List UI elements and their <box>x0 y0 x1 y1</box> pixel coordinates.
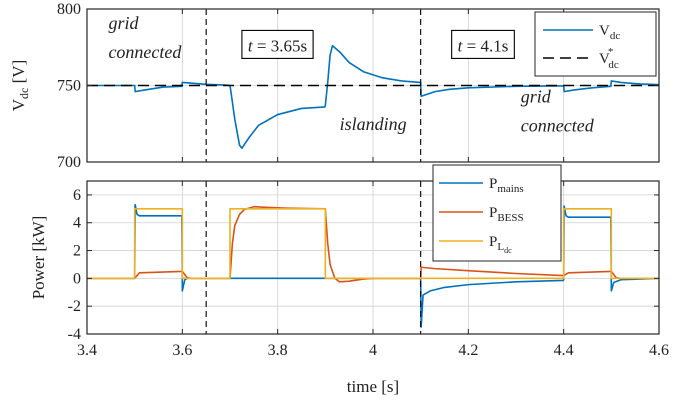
x-tick-label: 4.4 <box>554 342 574 359</box>
voltage-y-label-text: Vdc [V] <box>9 60 31 111</box>
x-tick-label: 4.6 <box>649 342 669 359</box>
voltage-series <box>87 44 659 150</box>
x-tick-label: 3.6 <box>172 342 192 359</box>
legend-label-pload: PLdc <box>489 234 512 255</box>
y-tick-label: 0 <box>73 270 81 287</box>
power-legend-box <box>432 164 562 262</box>
y-tick-label: 4 <box>73 215 81 232</box>
y-tick-label: -2 <box>68 298 81 315</box>
annotation-text: islanding <box>340 114 407 134</box>
event-time-box: t = 3.65s <box>241 29 314 59</box>
x-tick-label: 3.4 <box>77 342 97 359</box>
x-tick-label: 4 <box>369 342 377 359</box>
power-series <box>87 203 659 328</box>
power-grid <box>87 181 659 334</box>
annotation-text: grid <box>521 86 552 106</box>
power-y-axis-label: Power [kW] <box>29 216 48 300</box>
y-tick-label: 2 <box>73 243 81 260</box>
legend-label-pbess: PBESS <box>489 205 524 224</box>
legend-label-vref: V* dc <box>599 46 619 71</box>
voltage-panel: 700 750 800 Vdc [V] grid connected islanding… <box>9 1 660 171</box>
annotation-text: connected <box>521 115 595 135</box>
power-legend: Pmains PBESS PLdc <box>432 164 562 262</box>
voltage-y-axis-label: Vdc [V] <box>9 60 31 111</box>
legend-label-pmains: Pmains <box>489 176 524 195</box>
x-tick-label: 4.2 <box>458 342 478 359</box>
power-event-lines <box>205 181 422 334</box>
y-tick-label: 6 <box>73 187 81 204</box>
legend-label-vdc: Vdc <box>599 23 620 42</box>
series-line-pload <box>87 208 659 280</box>
y-tick-label: 750 <box>57 78 81 95</box>
event-time-box: t = 4.1s <box>451 29 515 59</box>
time-x-axis-label: time [s] <box>347 377 399 396</box>
series-line-pmains <box>87 203 659 328</box>
voltage-y-ticks: 700 750 800 <box>57 1 660 171</box>
event-time-text: t = 3.65s <box>248 36 307 55</box>
y-tick-label: 800 <box>57 1 81 18</box>
x-tick-label: 3.8 <box>268 342 288 359</box>
event-time-labels: t = 3.65s t = 4.1s <box>241 29 515 59</box>
voltage-annotations: grid connected islanding grid connected <box>108 13 594 136</box>
series-line-vdc <box>87 44 659 150</box>
annotation-text: grid <box>108 13 139 33</box>
voltage-event-lines <box>205 9 422 162</box>
event-time-text: t = 4.1s <box>458 36 509 55</box>
time-x-ticks: 3.4 3.6 3.8 4 4.2 4.4 4.6 <box>77 181 669 359</box>
power-y-ticks: -4 -2 0 2 4 6 <box>68 187 659 343</box>
annotation-text: connected <box>108 42 182 62</box>
voltage-legend: Vdc V* dc <box>534 11 657 77</box>
y-tick-label: 700 <box>57 154 81 171</box>
y-tick-label: -4 <box>68 326 81 343</box>
voltage-legend-box <box>534 11 657 77</box>
